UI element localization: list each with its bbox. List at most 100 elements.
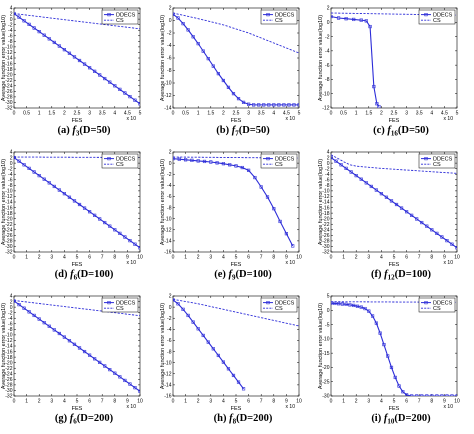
data-point xyxy=(196,159,200,163)
x-tick-label: 3 xyxy=(50,255,53,261)
data-point xyxy=(377,104,381,108)
x-exponent-label: x 10 xyxy=(127,404,137,410)
data-point xyxy=(241,387,246,391)
data-point xyxy=(445,239,449,243)
y-axis-label: Average function error value(log10) xyxy=(160,303,166,389)
data-point xyxy=(265,195,270,199)
legend-marker xyxy=(424,13,428,17)
data-point xyxy=(57,331,61,336)
data-point xyxy=(331,14,333,19)
x-tick-label: 2 xyxy=(355,399,358,405)
y-tick-label: -24 xyxy=(5,371,12,377)
data-point xyxy=(37,317,41,321)
data-point xyxy=(123,235,127,239)
data-point xyxy=(17,159,21,163)
y-tick-label: -32 xyxy=(5,250,12,256)
y-tick-label: -30 xyxy=(5,244,12,250)
x-exponent-label: x 10 xyxy=(444,116,454,122)
data-point xyxy=(344,302,348,306)
chart-panel-8: -30 -25 -20 -15 -10 -5 0 5 0 1 2 3 4 5 6 7 8 9 10x 10 FES Av… xyxy=(318,294,460,426)
chart-panel-2: -12 -10 -8 -6 -4 -2 0 2 0 0.5 1 1.5 2 2.5 3 3.5 4 4.5 5x 1… xyxy=(318,6,459,138)
data-point xyxy=(375,102,379,106)
y-tick-label: 5 xyxy=(327,294,330,300)
y-tick-label: -14 xyxy=(164,106,171,112)
data-point xyxy=(369,184,373,189)
legend-marker xyxy=(266,157,270,161)
data-point xyxy=(206,340,210,344)
x-tick-label: 3.5 xyxy=(258,111,265,117)
series-line-cs xyxy=(173,12,299,54)
data-point xyxy=(37,174,41,178)
legend-label-cs: CS xyxy=(433,306,441,312)
series-group xyxy=(14,11,140,106)
data-point xyxy=(177,157,181,161)
x-tick-label: 1 xyxy=(25,399,28,405)
data-point xyxy=(352,17,356,22)
y-tick-label: -20 xyxy=(5,216,12,222)
data-point xyxy=(128,95,132,99)
data-point xyxy=(389,199,394,203)
y-tick-label: -20 xyxy=(5,360,12,366)
data-point xyxy=(284,232,288,236)
data-point xyxy=(247,168,251,172)
data-point xyxy=(22,306,26,310)
data-point xyxy=(368,24,372,29)
data-point xyxy=(370,314,375,318)
y-tick-label: -10 xyxy=(322,189,329,195)
x-tick-label: 1.5 xyxy=(207,111,214,117)
x-tick-label: 1 xyxy=(197,111,200,117)
panel-caption: (h) f8(D=200) xyxy=(214,413,273,426)
data-point xyxy=(93,357,97,361)
data-point xyxy=(405,210,409,214)
y-tick-label: -14 xyxy=(164,239,171,245)
x-tick-label: 3 xyxy=(405,111,408,117)
series-line-ddecs xyxy=(14,13,140,105)
y-tick-label: 4 xyxy=(327,150,330,156)
data-point xyxy=(334,159,338,163)
x-tick-label: 8 xyxy=(430,255,433,261)
y-tick-label: -12 xyxy=(5,338,12,344)
data-point xyxy=(62,335,66,339)
data-point xyxy=(384,195,389,199)
data-point xyxy=(113,84,117,88)
y-tick-label: -28 xyxy=(5,95,12,101)
x-tick-label: 4 xyxy=(380,255,383,261)
data-point xyxy=(278,219,282,224)
x-tick-label: 0 xyxy=(172,255,175,261)
data-point xyxy=(355,304,360,308)
x-tick-label: 3 xyxy=(247,111,250,117)
data-point xyxy=(415,394,419,396)
y-tick-label: -8 xyxy=(167,349,172,355)
y-tick-label: -4 xyxy=(167,327,172,333)
data-point xyxy=(190,158,194,162)
y-tick-label: -32 xyxy=(322,250,329,256)
y-tick-label: -8 xyxy=(8,39,13,45)
data-point xyxy=(202,159,207,164)
x-axis-label: FES xyxy=(389,118,400,124)
data-point xyxy=(52,184,56,189)
data-point xyxy=(272,103,276,107)
x-tick-label: 1 xyxy=(38,111,41,117)
x-tick-label: 10 xyxy=(137,399,143,405)
data-point xyxy=(32,313,36,318)
y-tick-label: -22 xyxy=(322,222,329,228)
x-tick-label: 6 xyxy=(88,255,91,261)
legend-label-ddecs: DDECS xyxy=(275,157,295,163)
x-tick-label: 9 xyxy=(443,399,446,405)
data-point xyxy=(430,394,434,396)
data-point xyxy=(363,306,367,311)
y-tick-label: -14 xyxy=(5,344,12,350)
y-tick-label: -5 xyxy=(325,322,330,328)
x-axis-label: FES xyxy=(231,262,242,268)
x-tick-label: 3 xyxy=(88,111,91,117)
data-point xyxy=(77,58,82,63)
data-point xyxy=(138,246,140,250)
y-tick-label: -16 xyxy=(5,61,12,67)
x-tick-label: 1 xyxy=(342,255,345,261)
x-tick-label: 0 xyxy=(172,111,175,117)
x-tick-label: 1 xyxy=(342,399,345,405)
y-tick-label: -14 xyxy=(164,383,171,389)
y-tick-label: -6 xyxy=(8,177,13,183)
x-tick-label: 7 xyxy=(260,399,263,405)
y-tick-label: -14 xyxy=(5,56,12,62)
